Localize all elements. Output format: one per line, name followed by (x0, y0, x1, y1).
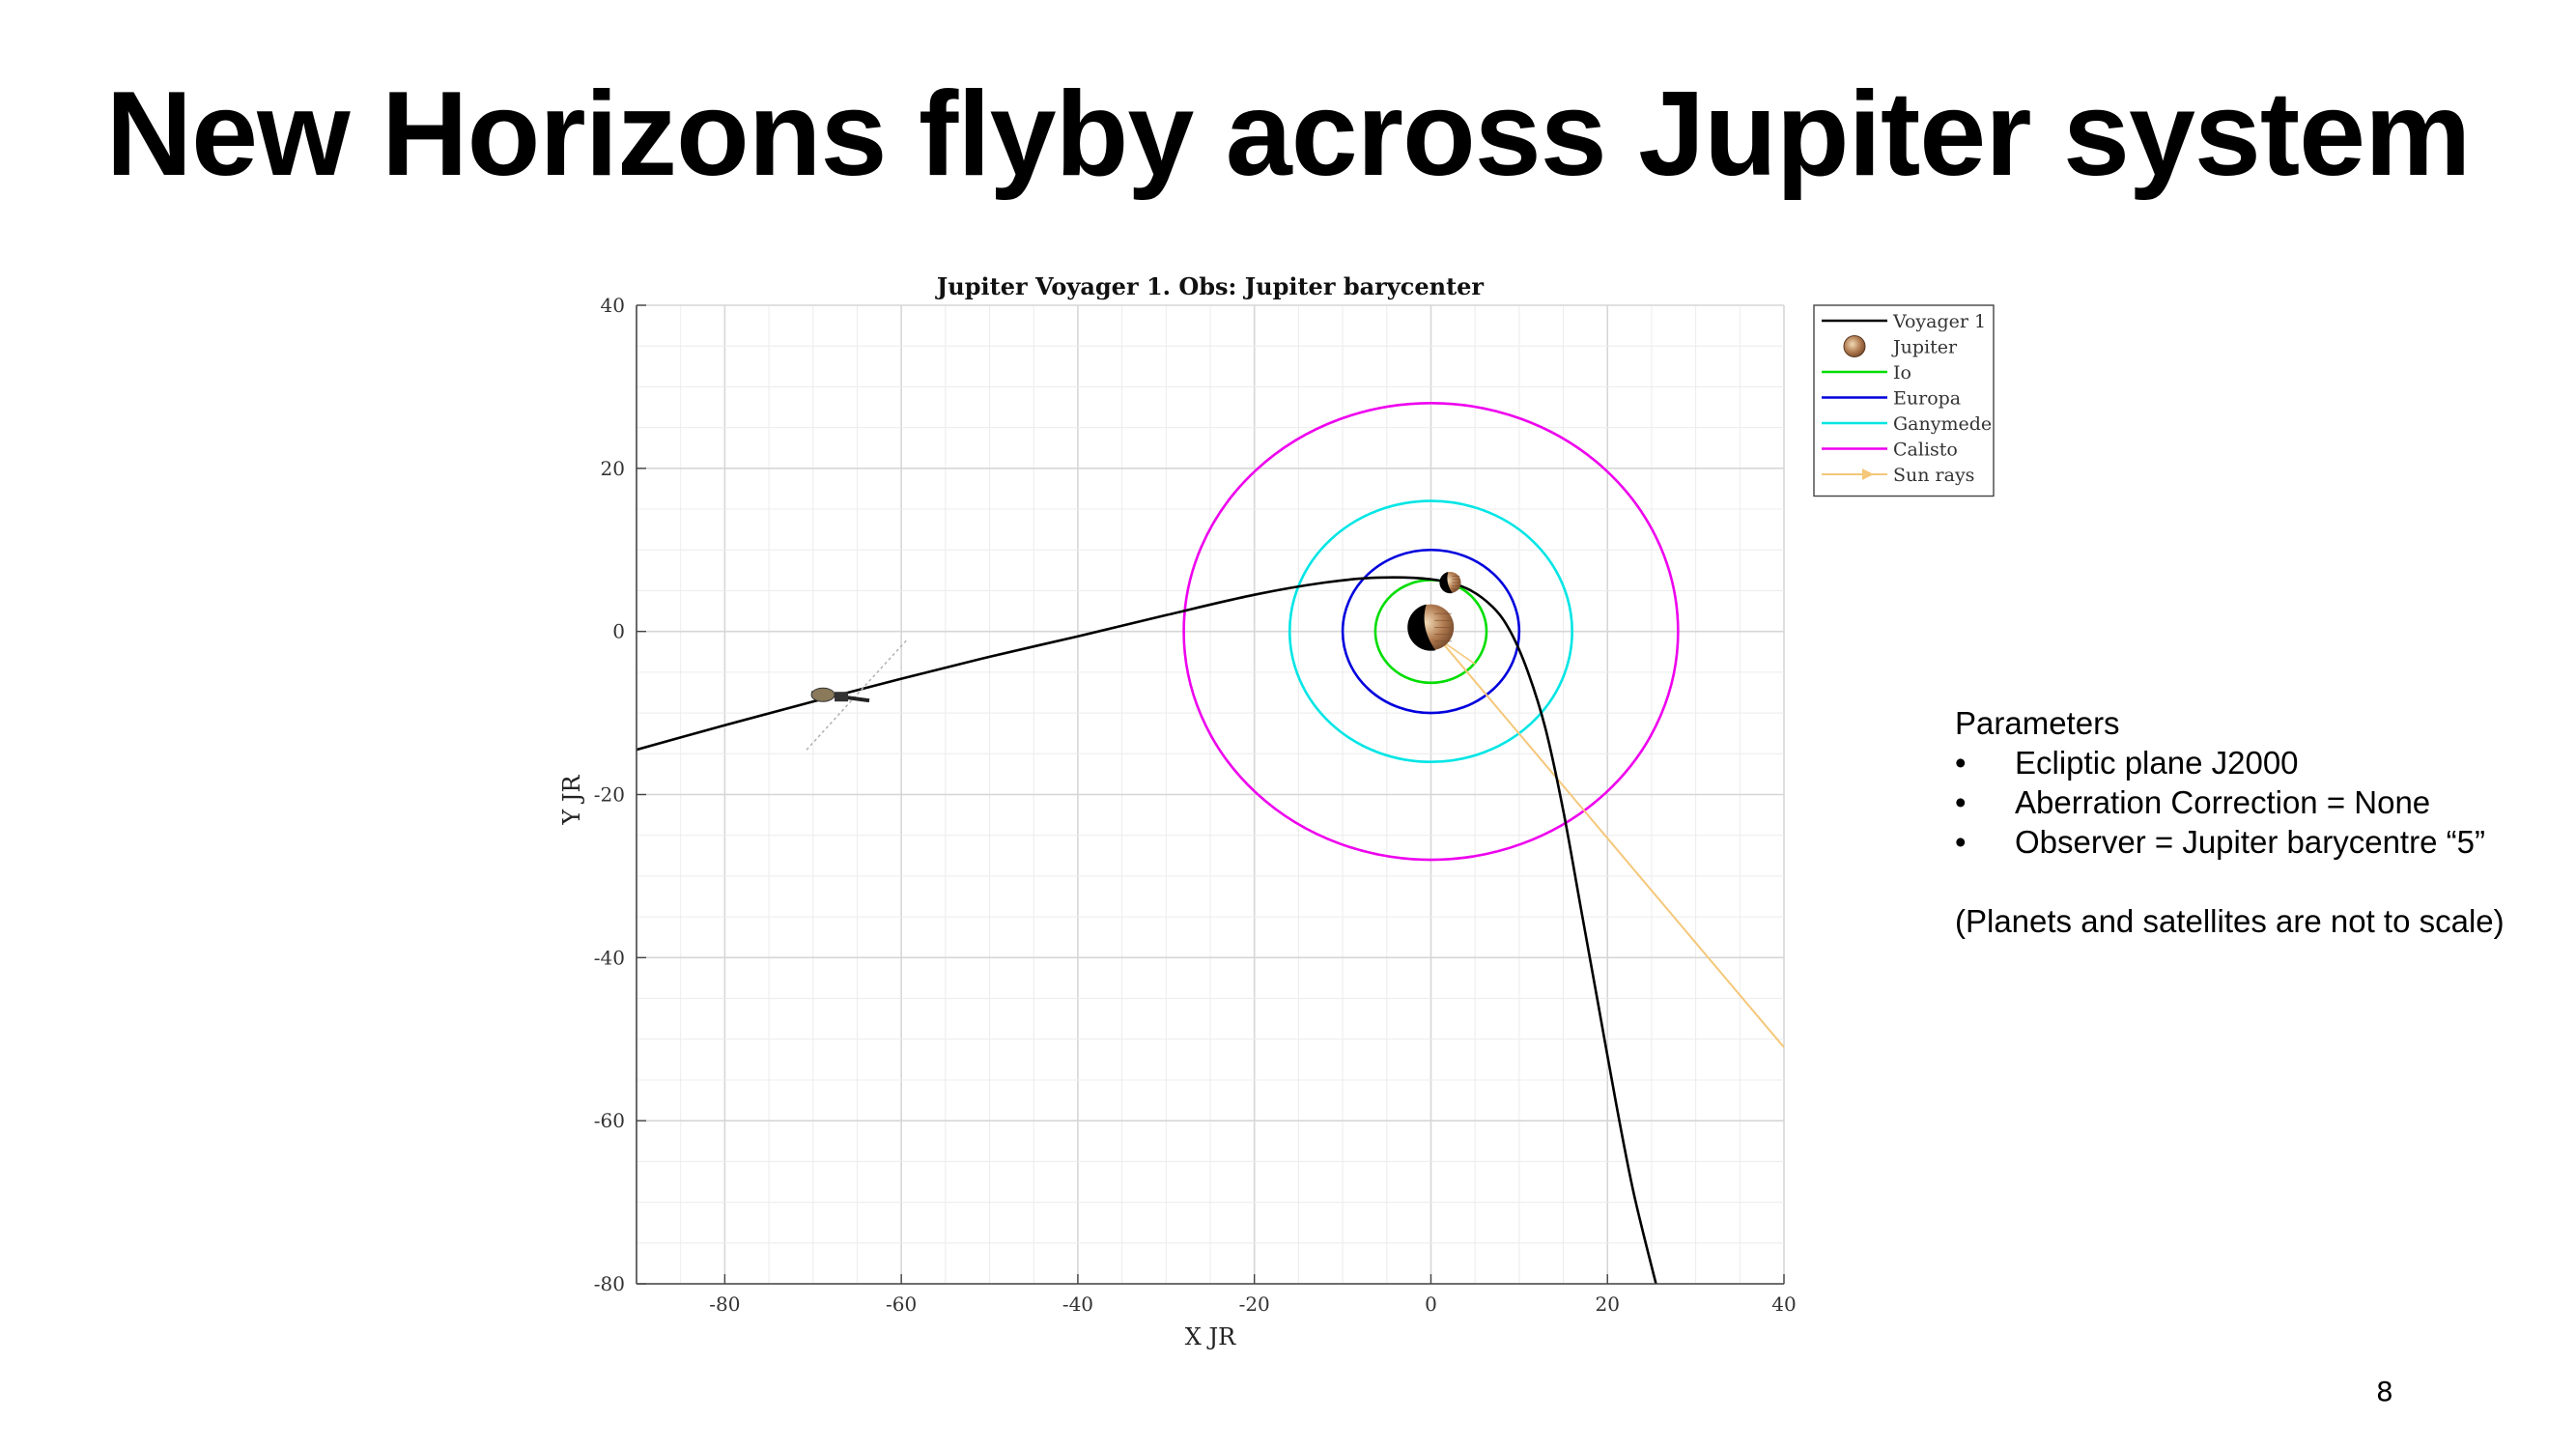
legend-entry: Io (1822, 362, 1911, 384)
spacecraft-dish (810, 687, 835, 702)
axes: -80 -60 -40 -20 0 20 40 -80 -60 -40 -20 0 20 40 (594, 294, 1797, 1316)
x-tick-label: 20 (1596, 1293, 1620, 1316)
y-tick-label: -80 (594, 1272, 625, 1295)
legend-arrow-icon (1862, 469, 1874, 480)
legend-box (1813, 304, 1995, 497)
legend-entry: Europa (1822, 388, 1961, 410)
spacecraft-bus (835, 692, 849, 702)
y-tick-label: -20 (594, 783, 625, 807)
legend-entry: Voyager 1 (1822, 311, 1986, 332)
y-axis-label: Y JR (558, 774, 585, 825)
legend-label: Voyager 1 (1892, 311, 1986, 332)
grid (636, 304, 1785, 1285)
x-tick-label: -80 (709, 1293, 740, 1316)
x-axis-label: X JR (1185, 1323, 1236, 1350)
parameters-heading: Parameters (1955, 705, 2120, 741)
legend-label: Europa (1893, 388, 1961, 410)
legend-entry: Jupiter (1843, 335, 1958, 358)
body-io (1439, 572, 1461, 594)
chart-legend: Voyager 1 Jupiter Io Europa Ganymede Calisto S… (1813, 304, 1995, 497)
page-number: 8 (2376, 1376, 2393, 1407)
bullet-icon: • (1955, 824, 1967, 860)
bodies-layer (1407, 572, 1461, 651)
legend-entry: Calisto (1822, 440, 1958, 461)
bullet-icon: • (1955, 784, 1967, 820)
x-tick-label: -20 (1239, 1293, 1270, 1316)
legend-label: Jupiter (1891, 337, 1958, 358)
legend-entry: Sun rays (1822, 465, 1974, 486)
spacecraft-boom (806, 638, 909, 751)
legend-label: Io (1893, 362, 1911, 384)
spacecraft-icon (806, 638, 909, 751)
y-tick-label: -60 (594, 1109, 625, 1132)
parameter-item: • Aberration Correction = None (1955, 782, 2554, 822)
orbit-calisto (1182, 402, 1680, 862)
parameter-text: Aberration Correction = None (2015, 784, 2431, 820)
orbit-europa (1341, 548, 1521, 715)
y-tick-label: -40 (594, 946, 625, 969)
sun-ray (1438, 639, 1784, 1048)
parameters-panel: Parameters • Ecliptic plane J2000 • Aber… (1955, 703, 2554, 941)
y-tick-label: 40 (601, 294, 625, 317)
legend-label: Sun rays (1893, 465, 1974, 486)
parameter-item: • Ecliptic plane J2000 (1955, 743, 2554, 782)
orbit-ganymede (1288, 499, 1573, 764)
chart-title: Jupiter Voyager 1. Obs: Jupiter barycent… (935, 272, 1485, 300)
x-tick-label: -40 (1062, 1293, 1093, 1316)
legend-jupiter-icon (1843, 335, 1866, 357)
y-tick-label: 20 (601, 457, 625, 480)
jupiter-shadow (1407, 604, 1436, 651)
y-tick-label: 0 (612, 620, 625, 643)
scale-note: (Planets and satellites are not to scale… (1955, 903, 2505, 939)
x-tick-label: -60 (886, 1293, 917, 1316)
parameter-text: Ecliptic plane J2000 (2015, 745, 2299, 781)
parameter-text: Observer = Jupiter barycentre “5” (2015, 824, 2485, 860)
legend-entry: Ganymede (1822, 413, 1992, 435)
legend-label: Ganymede (1893, 413, 1992, 435)
legend-label: Calisto (1893, 440, 1958, 461)
slide-title: New Horizons flyby across Jupiter system (105, 68, 2472, 201)
bullet-icon: • (1955, 745, 1967, 781)
x-tick-label: 0 (1425, 1293, 1437, 1316)
parameter-item: • Observer = Jupiter barycentre “5” (1955, 822, 2554, 862)
io-shadow (1439, 572, 1453, 594)
orbit-layer (1182, 402, 1680, 862)
body-jupiter (1407, 604, 1455, 651)
x-tick-label: 40 (1771, 1293, 1796, 1316)
